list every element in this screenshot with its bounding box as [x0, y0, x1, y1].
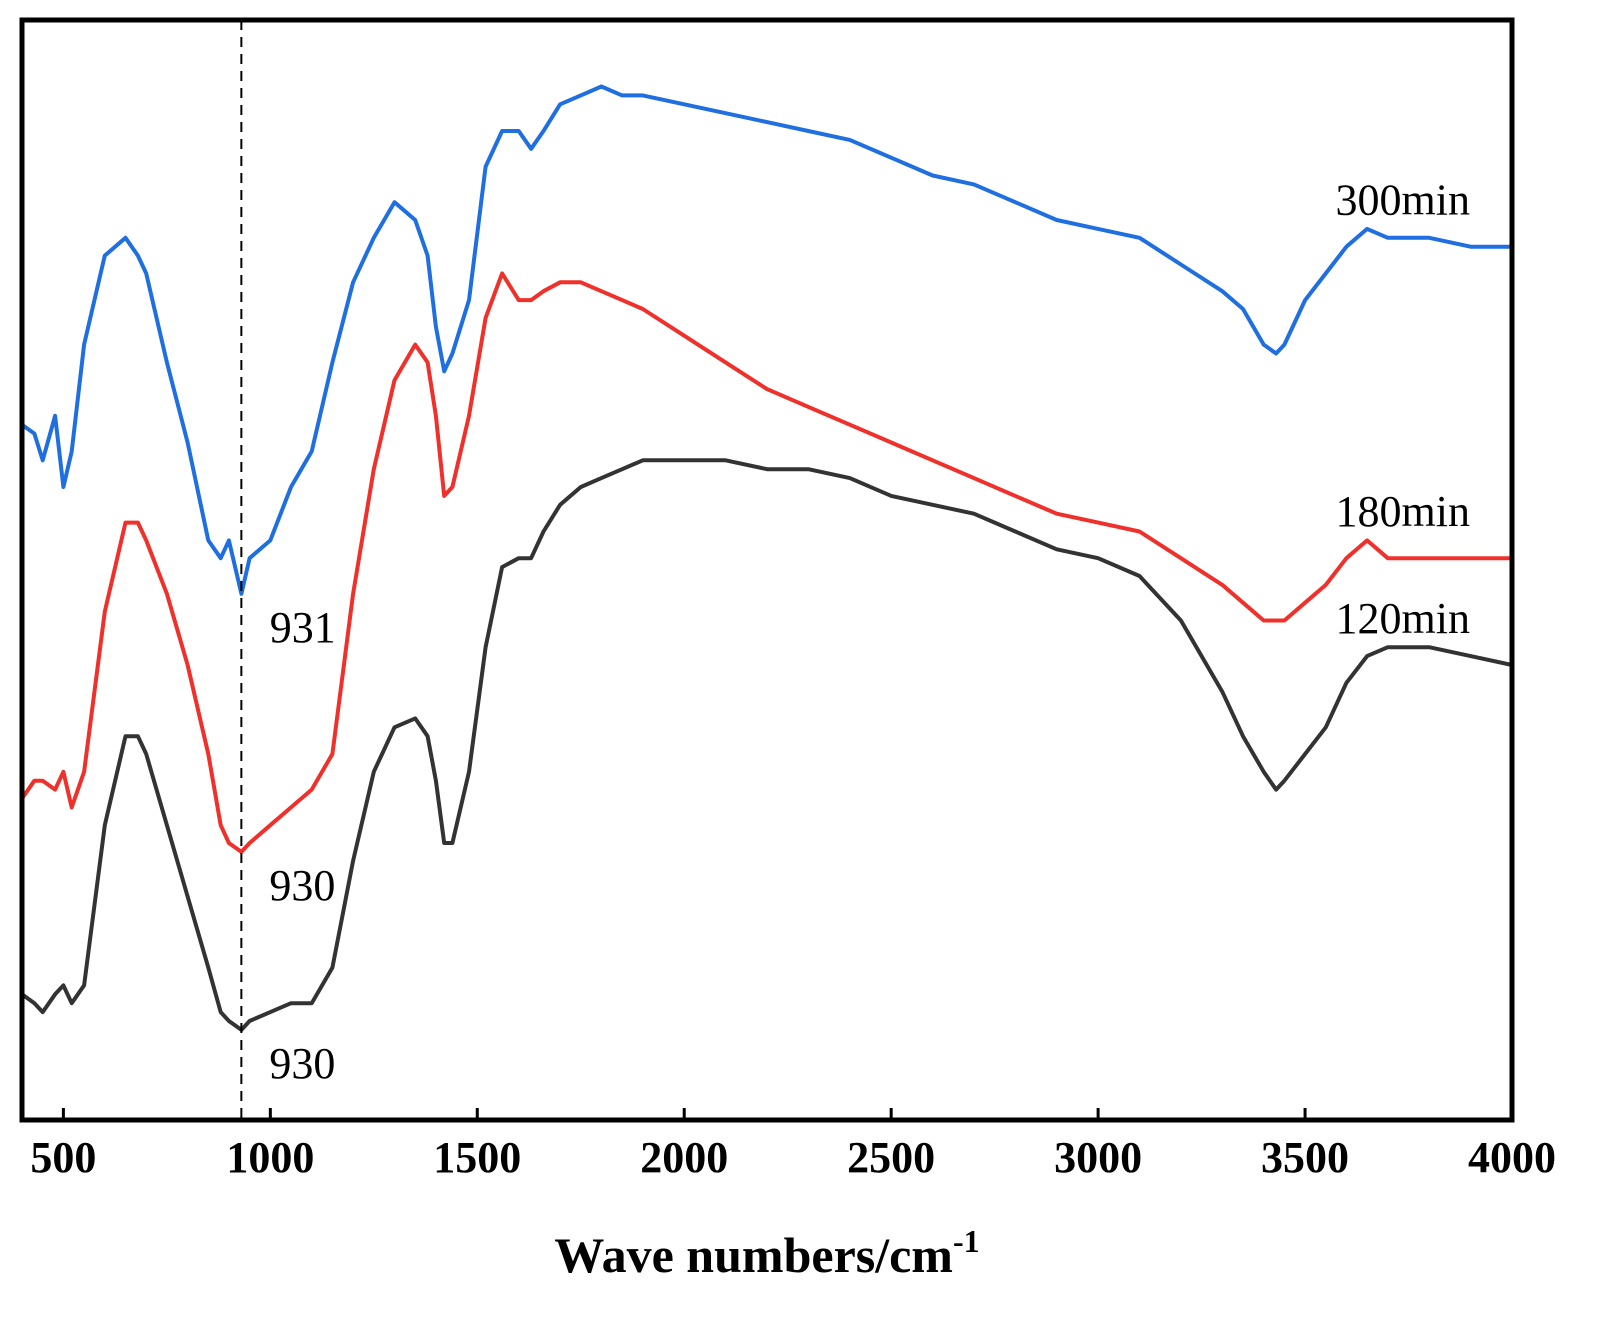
series-label-layer: 300min 180min 120min — [1336, 176, 1470, 643]
peak-annotation-120min: 930 — [269, 1039, 335, 1088]
x-axis-title: Wave numbers/cm-1 — [554, 1223, 979, 1283]
x-tick-label: 2000 — [640, 1133, 728, 1182]
x-tick-label: 2500 — [847, 1133, 935, 1182]
series-label-300min: 300min — [1336, 176, 1470, 225]
series-line-300min — [20, 84, 1514, 596]
plot-frame — [19, 17, 1515, 1123]
x-tick-label: 500 — [30, 1133, 96, 1182]
peak-annotation-300min: 931 — [270, 603, 336, 652]
x-tick-label: 1000 — [226, 1133, 314, 1182]
series-label-120min: 120min — [1336, 594, 1470, 643]
x-tick-label: 3500 — [1261, 1133, 1349, 1182]
series-label-180min: 180min — [1336, 487, 1470, 536]
annotation-layer: 931 930 930 — [269, 603, 335, 1088]
series-line-120min — [20, 458, 1514, 1032]
x-tick-label: 1500 — [433, 1133, 521, 1182]
series-line-180min — [20, 271, 1514, 854]
series-layer — [20, 84, 1514, 1032]
peak-annotation-180min: 930 — [269, 861, 335, 910]
x-tick-label: 4000 — [1468, 1133, 1556, 1182]
x-tick-label: 3000 — [1054, 1133, 1142, 1182]
tick-layer: 500 1000 1500 2000 2500 3000 3500 4000 — [30, 1108, 1556, 1182]
